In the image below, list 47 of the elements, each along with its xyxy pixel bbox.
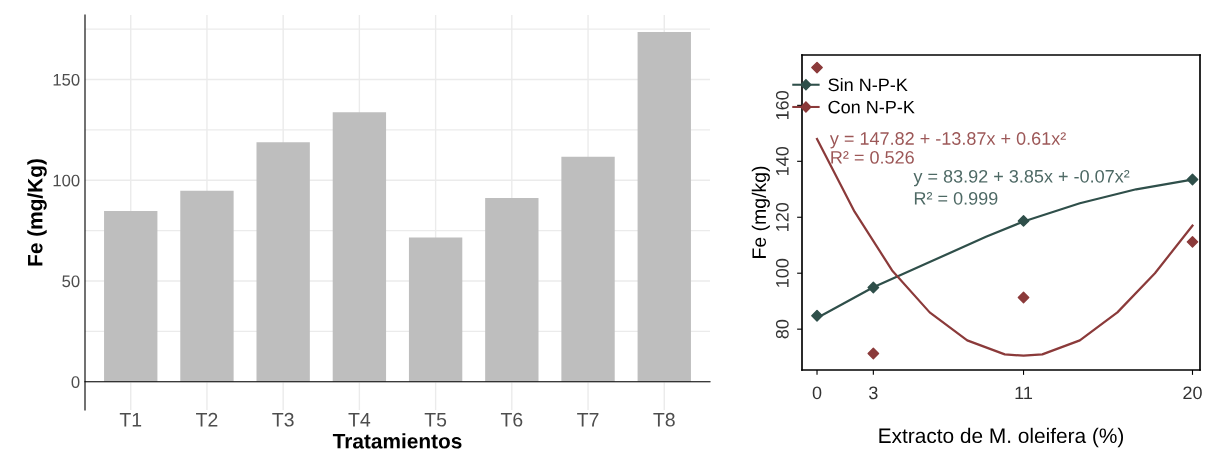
point: [867, 347, 880, 360]
x-tick-label: 0: [812, 386, 822, 400]
bar: [485, 197, 539, 382]
annotation: y = 83.92 + 3.85x + -0.07x²: [913, 169, 1130, 187]
point: [1186, 173, 1199, 186]
y-tick-label: 0: [71, 376, 80, 388]
point: [1186, 235, 1199, 248]
x-tick-label: T5: [424, 413, 447, 427]
x-tick-label: T4: [348, 413, 371, 427]
legend-label: Con N-P-K: [828, 100, 915, 114]
x-tick-label: 20: [1183, 386, 1202, 400]
y-tick-label: 150: [53, 73, 80, 86]
y-axis-title: Fe (mg/kg): [751, 166, 770, 258]
bar: [256, 142, 310, 382]
bar: [408, 237, 463, 382]
y-axis-title: Fe (mg/Kg): [27, 159, 47, 266]
x-tick-label: T1: [119, 413, 142, 427]
x-axis-title: Extracto de M. oleifera (%): [879, 427, 1124, 448]
bar: [332, 112, 387, 382]
x-tick-label: T3: [272, 412, 294, 427]
point: [811, 309, 823, 322]
y-tick-label: 120: [775, 202, 789, 231]
bar: [561, 156, 615, 382]
y-tick-label: 100: [775, 258, 789, 287]
legend-label: Sin N-P-K: [828, 77, 908, 92]
y-tick-label: 160: [775, 91, 789, 120]
bar: [180, 190, 234, 382]
y-tick-label: 80: [775, 319, 789, 339]
x-tick-label: T2: [196, 412, 218, 427]
point: [867, 281, 880, 294]
annotation: y = 147.82 + -13.87x + 0.61x²: [829, 132, 1066, 149]
x-tick-label: T8: [653, 412, 675, 427]
y-tick-label: 50: [62, 275, 80, 288]
x-tick-label: T6: [500, 412, 523, 427]
y-tick-label: 100: [53, 174, 80, 187]
annotation: R² = 0.526: [831, 151, 914, 164]
point: [811, 61, 823, 74]
x-tick-label: 3: [869, 386, 878, 400]
annotation: R² = 0.999: [914, 191, 998, 205]
x-tick-label: 11: [1015, 386, 1033, 400]
y-tick-label: 140: [775, 146, 789, 175]
x-tick-label: T7: [577, 413, 599, 427]
point: [1017, 215, 1030, 227]
point: [1017, 291, 1030, 304]
bar: [637, 31, 691, 382]
x-axis-title: Tratamientos: [332, 433, 462, 449]
bar: [104, 211, 158, 382]
